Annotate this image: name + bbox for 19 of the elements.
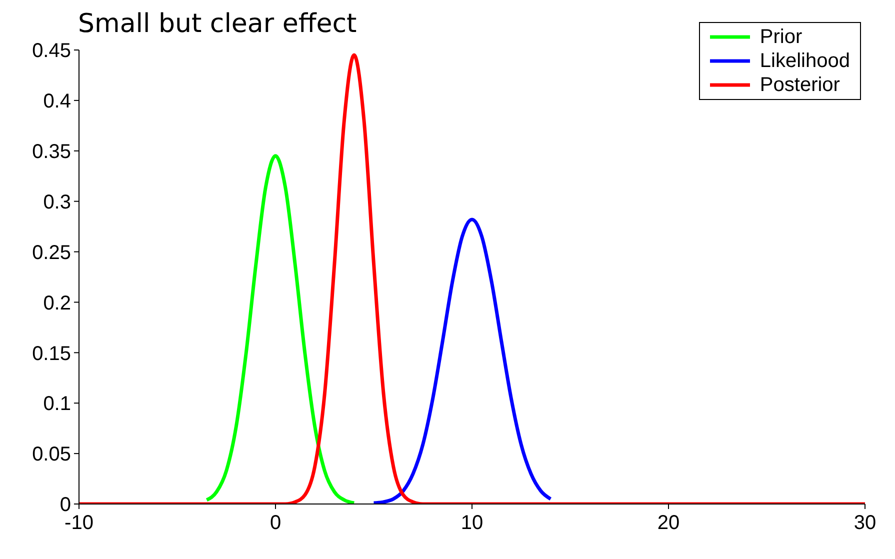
y-tick-label: 0.15 xyxy=(32,342,71,365)
x-tick-label: 30 xyxy=(854,512,876,534)
y-tick-label: 0.3 xyxy=(43,191,71,214)
x-tick-label: 0 xyxy=(270,512,282,534)
y-tick-label: 0.35 xyxy=(32,140,71,163)
y-tick-label: 0.25 xyxy=(32,242,71,264)
line-series xyxy=(204,154,356,504)
legend-label: Posterior xyxy=(760,73,840,97)
y-tick-label: 0.2 xyxy=(43,292,71,314)
x-tick-label: 20 xyxy=(657,512,680,534)
legend-label: Likelihood xyxy=(760,49,850,73)
y-tick-label: 0.45 xyxy=(32,40,71,62)
y-tick-label: 0.05 xyxy=(32,444,71,466)
line-series xyxy=(372,218,552,504)
y-tick-label: 0.1 xyxy=(43,393,71,416)
x-tick-label: 10 xyxy=(460,512,484,534)
y-tick-label: 0.4 xyxy=(43,90,71,113)
legend-label: Prior xyxy=(760,25,802,49)
chart-title: Small but clear effect xyxy=(78,9,357,39)
